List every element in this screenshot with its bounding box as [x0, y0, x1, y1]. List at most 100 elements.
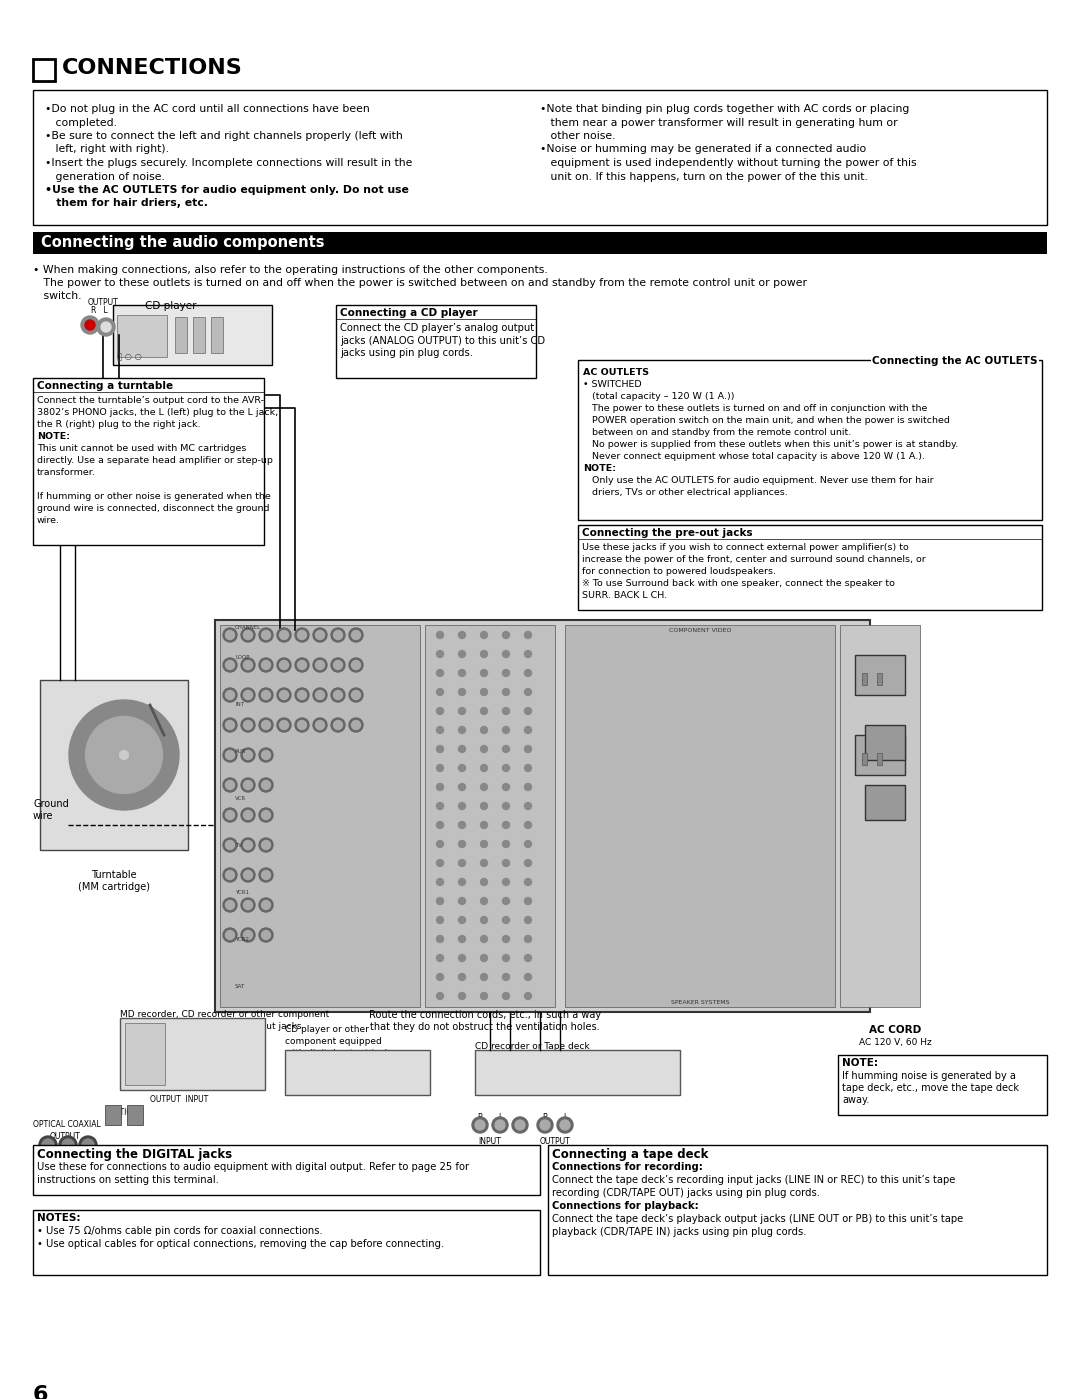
Text: the R (right) plug to the right jack.: the R (right) plug to the right jack. [37, 420, 201, 429]
Text: INPUT: INPUT [478, 1137, 501, 1146]
Circle shape [495, 1121, 505, 1130]
Text: L: L [563, 1114, 567, 1122]
Text: OUTPUT  INPUT: OUTPUT INPUT [150, 1095, 208, 1104]
Circle shape [537, 1116, 553, 1133]
Bar [865, 785, 905, 820]
Text: COMPONENT VIDEO: COMPONENT VIDEO [669, 628, 731, 632]
Circle shape [436, 764, 444, 771]
Text: Connect the tape deck’s playback output jacks (LINE OUT or PB) to this unit’s ta: Connect the tape deck’s playback output … [552, 1214, 963, 1224]
Circle shape [69, 700, 179, 810]
Circle shape [259, 867, 273, 881]
Circle shape [459, 841, 465, 848]
Circle shape [334, 631, 342, 639]
Circle shape [222, 748, 237, 762]
Circle shape [472, 1116, 488, 1133]
Text: CHANNEL: CHANNEL [235, 625, 261, 630]
Circle shape [502, 764, 510, 771]
Circle shape [315, 660, 324, 670]
Circle shape [261, 870, 270, 880]
Circle shape [280, 631, 288, 639]
Circle shape [481, 803, 487, 810]
Text: •Use the AC OUTLETS for audio equipment only. Do not use: •Use the AC OUTLETS for audio equipment … [45, 185, 409, 194]
Circle shape [525, 746, 531, 753]
Circle shape [502, 651, 510, 658]
Circle shape [459, 974, 465, 981]
Circle shape [226, 870, 234, 880]
Text: Use these for connections to audio equipment with digital output. Refer to page : Use these for connections to audio equip… [37, 1163, 469, 1172]
Text: R: R [542, 1114, 548, 1122]
Circle shape [222, 928, 237, 942]
Circle shape [259, 748, 273, 762]
Circle shape [243, 631, 253, 639]
Text: playback (CDR/TAPE IN) jacks using pin plug cords.: playback (CDR/TAPE IN) jacks using pin p… [552, 1227, 807, 1237]
Text: YCR2: YCR2 [235, 937, 249, 942]
Circle shape [557, 1116, 573, 1133]
Text: equipment is used independently without turning the power of this: equipment is used independently without … [540, 158, 917, 168]
Circle shape [349, 658, 363, 672]
Bar [33, 1210, 540, 1274]
Circle shape [261, 930, 270, 940]
Text: 5: 5 [37, 59, 51, 77]
Bar [220, 625, 420, 1007]
Text: AC CORD: AC CORD [869, 1025, 921, 1035]
Circle shape [459, 954, 465, 961]
Circle shape [261, 631, 270, 639]
Circle shape [502, 916, 510, 923]
Circle shape [349, 718, 363, 732]
Circle shape [459, 631, 465, 638]
Text: Turntable
(MM cartridge): Turntable (MM cartridge) [78, 870, 150, 891]
Text: • Use optical cables for optical connections, removing the cap before connecting: • Use optical cables for optical connect… [37, 1240, 444, 1249]
Circle shape [226, 901, 234, 909]
Bar [877, 673, 882, 686]
Circle shape [81, 316, 99, 334]
Circle shape [525, 992, 531, 999]
Circle shape [481, 631, 487, 638]
Circle shape [561, 1121, 570, 1130]
Bar [120, 1018, 265, 1090]
Circle shape [297, 691, 307, 700]
Circle shape [243, 660, 253, 670]
Circle shape [351, 691, 361, 700]
Text: directly. Use a separate head amplifier or step-up: directly. Use a separate head amplifier … [37, 456, 273, 464]
Circle shape [261, 901, 270, 909]
Circle shape [481, 746, 487, 753]
Circle shape [436, 879, 444, 886]
Circle shape [502, 746, 510, 753]
Circle shape [502, 803, 510, 810]
Text: jacks (ANALOG OUTPUT) to this unit’s CD: jacks (ANALOG OUTPUT) to this unit’s CD [340, 336, 545, 346]
Circle shape [436, 821, 444, 828]
Text: 6: 6 [33, 1385, 49, 1399]
Circle shape [241, 928, 255, 942]
Circle shape [222, 628, 237, 642]
Text: Connecting the audio components: Connecting the audio components [41, 235, 324, 250]
Circle shape [334, 660, 342, 670]
Circle shape [295, 718, 309, 732]
Text: •Note that binding pin plug cords together with AC cords or placing: •Note that binding pin plug cords togeth… [540, 104, 909, 113]
Bar [127, 1105, 143, 1125]
Circle shape [222, 778, 237, 792]
Circle shape [525, 688, 531, 695]
Circle shape [502, 954, 510, 961]
Circle shape [226, 631, 234, 639]
Bar [855, 655, 905, 695]
Circle shape [259, 658, 273, 672]
Circle shape [459, 688, 465, 695]
Text: Use these jacks if you wish to connect external power amplifier(s) to: Use these jacks if you wish to connect e… [582, 543, 908, 553]
Circle shape [222, 658, 237, 672]
Circle shape [525, 954, 531, 961]
Text: wire.: wire. [37, 516, 60, 525]
Circle shape [297, 631, 307, 639]
Circle shape [515, 1121, 525, 1130]
Text: • SWITCHED: • SWITCHED [583, 381, 642, 389]
Circle shape [241, 778, 255, 792]
Text: INT: INT [235, 702, 244, 706]
Circle shape [351, 660, 361, 670]
Text: for connection to powered loudspeakers.: for connection to powered loudspeakers. [582, 567, 777, 576]
Bar [40, 680, 188, 851]
Circle shape [481, 764, 487, 771]
Circle shape [259, 809, 273, 823]
Text: SURR. BACK L CH.: SURR. BACK L CH. [582, 590, 667, 600]
Circle shape [85, 716, 162, 793]
Circle shape [241, 809, 255, 823]
Text: Connect the CD player’s analog output: Connect the CD player’s analog output [340, 323, 535, 333]
